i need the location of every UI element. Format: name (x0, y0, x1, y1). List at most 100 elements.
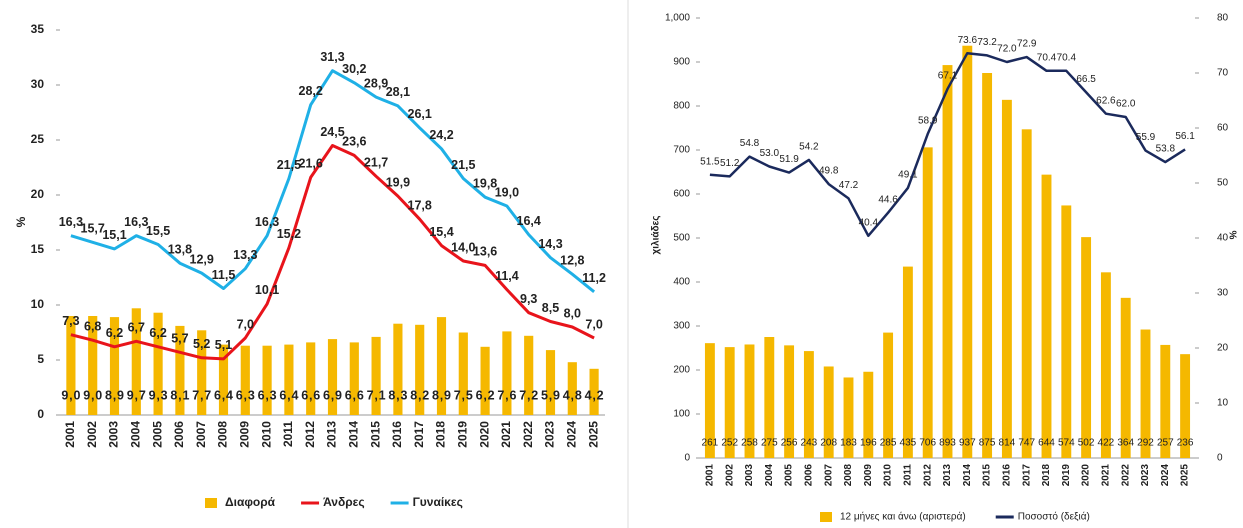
bar (1120, 297, 1131, 458)
line-label: 26,1 (408, 107, 432, 121)
bar-label: 6,3 (236, 388, 255, 402)
x-tick-label: 2016 (390, 421, 404, 448)
x-tick-label: 2009 (863, 464, 874, 487)
y2-axis-title: % (1226, 231, 1237, 240)
bar (567, 362, 577, 415)
y2-tick-label: 70 (1217, 68, 1229, 79)
x-tick-label: 2003 (744, 464, 755, 487)
bar-label: 5,9 (541, 388, 560, 402)
x-tick-label: 2023 (1140, 464, 1151, 487)
line-label: 67.1 (938, 71, 958, 82)
line-label: 56.1 (1175, 131, 1195, 142)
line-label: 15,5 (146, 224, 170, 238)
line-label: 66.5 (1076, 74, 1096, 85)
bar (262, 345, 272, 415)
bar-label: 8,2 (410, 388, 429, 402)
bar (883, 332, 894, 458)
bar-label: 937 (959, 438, 976, 449)
line-label: 11,5 (212, 268, 236, 282)
bar (784, 345, 795, 458)
line-label: 7,0 (237, 317, 254, 331)
line-label: 72.0 (997, 44, 1017, 55)
bar (218, 344, 229, 415)
x-tick-label: 2001 (705, 464, 716, 487)
x-tick-label: 2018 (434, 421, 448, 448)
bar (284, 344, 294, 415)
bar-label: 275 (761, 438, 778, 449)
y-tick-label: 600 (673, 189, 690, 200)
bar (589, 368, 599, 415)
line-label: 44.6 (878, 194, 898, 205)
bar-label: 236 (1177, 438, 1194, 449)
bar-label: 252 (721, 438, 738, 449)
y-axis-title: χιλιάδες (651, 215, 662, 254)
x-tick-label: 2015 (982, 464, 993, 487)
line-label: 62.6 (1096, 95, 1116, 106)
bar (764, 337, 775, 458)
bar-label: 8,9 (105, 388, 124, 402)
x-tick-label: 2013 (942, 464, 953, 487)
bar-label: 6,3 (258, 388, 277, 402)
x-tick-label: 2011 (281, 421, 295, 447)
bar (843, 377, 854, 458)
line-label: 24,2 (429, 128, 453, 142)
y-tick-label: 400 (673, 277, 690, 288)
x-tick-label: 2012 (922, 464, 933, 487)
line-label: 5,2 (193, 337, 210, 351)
line-label: 8,0 (564, 306, 581, 320)
x-tick-label: 2024 (564, 421, 578, 448)
line-label: 6,2 (149, 326, 166, 340)
line-label: 73.2 (977, 37, 997, 48)
bar (724, 347, 735, 458)
line-label: 17,8 (408, 198, 432, 212)
bar (982, 73, 993, 458)
line-label: 21,5 (451, 158, 475, 172)
line-label: 54.8 (740, 138, 760, 149)
line-label: 12,8 (560, 253, 584, 267)
line-label: 11,4 (495, 269, 519, 283)
line-label: 53.0 (760, 148, 780, 159)
line-label: 62.0 (1116, 99, 1136, 110)
x-tick-label: 2020 (477, 421, 491, 448)
bar (803, 351, 814, 458)
y2-tick-label: 40 (1217, 233, 1229, 244)
legend-swatch (205, 498, 217, 508)
legend-label: Άνδρες (323, 495, 365, 509)
y-tick-label: 35 (31, 22, 45, 36)
y2-tick-label: 60 (1217, 123, 1229, 134)
line-label: 15,2 (277, 227, 301, 241)
bar (962, 45, 973, 458)
x-tick-label: 2019 (455, 421, 469, 448)
line-label: 73.6 (958, 35, 978, 46)
x-tick-label: 2013 (325, 421, 339, 448)
x-tick-label: 2009 (237, 421, 251, 448)
y-tick-label: 1,000 (665, 13, 690, 24)
x-tick-label: 2016 (1002, 464, 1013, 487)
bar-label: 435 (900, 438, 917, 449)
x-tick-label: 2020 (1081, 464, 1092, 487)
bar (1160, 344, 1171, 458)
bar (524, 335, 534, 415)
bar-label: 7,7 (192, 388, 211, 402)
bar-label: 258 (741, 438, 758, 449)
bar (704, 343, 715, 458)
bar-label: 7,1 (367, 388, 386, 402)
bar-label: 261 (702, 438, 719, 449)
line-label: 5,7 (171, 332, 188, 346)
y-tick-label: 5 (37, 352, 44, 366)
bar (1061, 205, 1072, 458)
line-label: 19,9 (386, 175, 410, 189)
line-label: 9,3 (520, 292, 537, 306)
bar-label: 285 (880, 438, 897, 449)
y-axis-title: % (14, 216, 28, 227)
bar (371, 336, 381, 415)
y2-tick-label: 20 (1217, 343, 1229, 354)
x-tick-label: 2011 (903, 464, 914, 486)
line-label: 53.8 (1156, 144, 1176, 155)
line-label: 21,5 (277, 158, 301, 172)
line-label: 51.2 (720, 158, 740, 169)
x-tick-label: 2022 (1120, 464, 1131, 487)
legend-label: Γυναίκες (413, 495, 463, 509)
line-label: 28,9 (364, 76, 388, 90)
line-label: 19,0 (495, 185, 519, 199)
